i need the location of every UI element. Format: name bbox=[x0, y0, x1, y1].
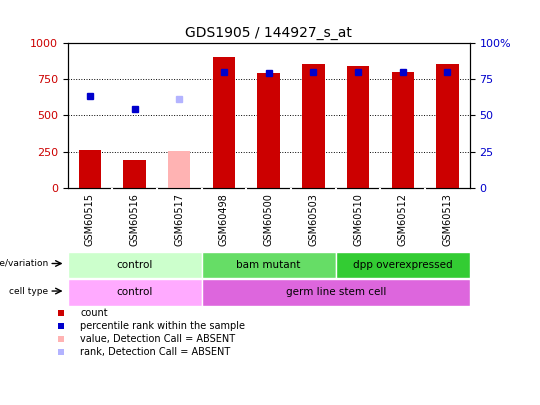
Text: GSM60517: GSM60517 bbox=[174, 193, 184, 246]
Bar bbox=[258, 73, 280, 188]
Text: GSM60512: GSM60512 bbox=[398, 193, 408, 246]
Text: cell type: cell type bbox=[10, 286, 49, 296]
Title: GDS1905 / 144927_s_at: GDS1905 / 144927_s_at bbox=[185, 26, 352, 40]
Text: bam mutant: bam mutant bbox=[237, 260, 301, 270]
Bar bbox=[392, 72, 414, 188]
Text: rank, Detection Call = ABSENT: rank, Detection Call = ABSENT bbox=[80, 347, 230, 357]
Text: germ line stem cell: germ line stem cell bbox=[286, 288, 386, 297]
Text: percentile rank within the sample: percentile rank within the sample bbox=[80, 321, 245, 331]
Text: control: control bbox=[116, 260, 153, 270]
Text: GSM60513: GSM60513 bbox=[442, 193, 453, 246]
Bar bbox=[213, 57, 235, 188]
Text: dpp overexpressed: dpp overexpressed bbox=[353, 260, 453, 270]
Text: control: control bbox=[116, 288, 153, 297]
Text: GSM60498: GSM60498 bbox=[219, 193, 229, 246]
Text: value, Detection Call = ABSENT: value, Detection Call = ABSENT bbox=[80, 334, 235, 344]
Bar bbox=[68, 279, 201, 306]
Bar bbox=[201, 252, 336, 278]
Bar bbox=[123, 160, 146, 188]
Text: GSM60515: GSM60515 bbox=[85, 193, 95, 246]
Bar bbox=[347, 66, 369, 188]
Text: GSM60503: GSM60503 bbox=[308, 193, 319, 246]
Bar bbox=[436, 64, 458, 188]
Bar bbox=[302, 64, 325, 188]
Bar bbox=[168, 151, 191, 188]
Text: count: count bbox=[80, 308, 107, 318]
Bar bbox=[79, 150, 101, 188]
Text: GSM60516: GSM60516 bbox=[130, 193, 139, 246]
Text: GSM60510: GSM60510 bbox=[353, 193, 363, 246]
Text: genotype/variation: genotype/variation bbox=[0, 259, 49, 268]
Bar bbox=[68, 252, 201, 278]
Bar bbox=[201, 279, 470, 306]
Bar bbox=[336, 252, 470, 278]
Text: GSM60500: GSM60500 bbox=[264, 193, 274, 246]
